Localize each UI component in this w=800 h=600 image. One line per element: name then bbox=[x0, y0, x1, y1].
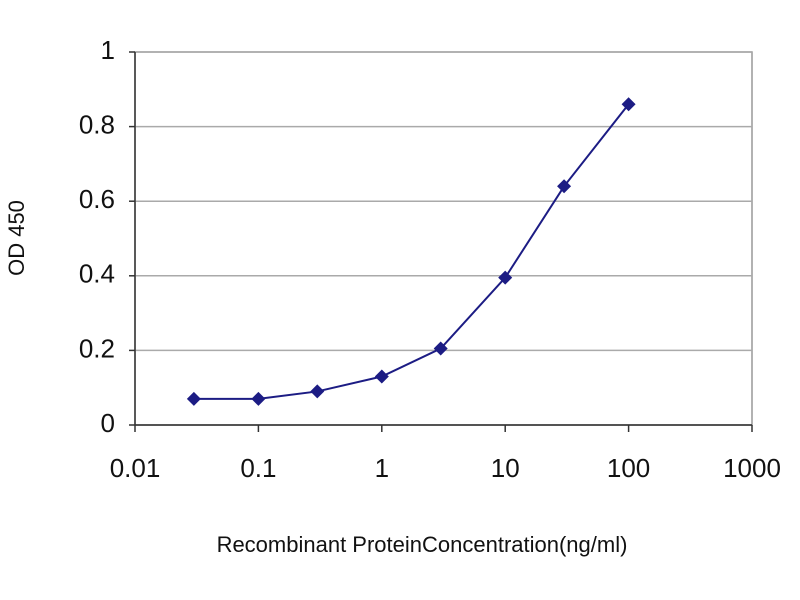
data-point bbox=[557, 179, 572, 194]
data-point bbox=[251, 391, 266, 406]
y-tick-label: 1 bbox=[101, 35, 115, 65]
data-point bbox=[433, 341, 448, 356]
x-tick-label: 1000 bbox=[723, 453, 781, 483]
x-axis-label: Recombinant ProteinConcentration(ng/ml) bbox=[217, 532, 628, 557]
x-tick-label: 100 bbox=[607, 453, 650, 483]
data-point bbox=[621, 97, 636, 112]
x-tick-label: 0.1 bbox=[240, 453, 276, 483]
data-point bbox=[374, 369, 389, 384]
y-tick-label: 0.6 bbox=[79, 184, 115, 214]
y-tick-label: 0.4 bbox=[79, 259, 115, 289]
x-tick-label: 0.01 bbox=[110, 453, 161, 483]
y-tick-label: 0.2 bbox=[79, 333, 115, 363]
y-axis-label: OD 450 bbox=[4, 200, 29, 276]
data-point bbox=[186, 391, 201, 406]
y-tick-label: 0 bbox=[101, 408, 115, 438]
data-point bbox=[310, 384, 325, 399]
data-point bbox=[498, 270, 513, 285]
x-tick-label: 10 bbox=[491, 453, 520, 483]
data-line bbox=[193, 103, 630, 400]
y-tick-label: 0.8 bbox=[79, 109, 115, 139]
x-tick-label: 1 bbox=[375, 453, 389, 483]
plot-area bbox=[134, 51, 753, 426]
